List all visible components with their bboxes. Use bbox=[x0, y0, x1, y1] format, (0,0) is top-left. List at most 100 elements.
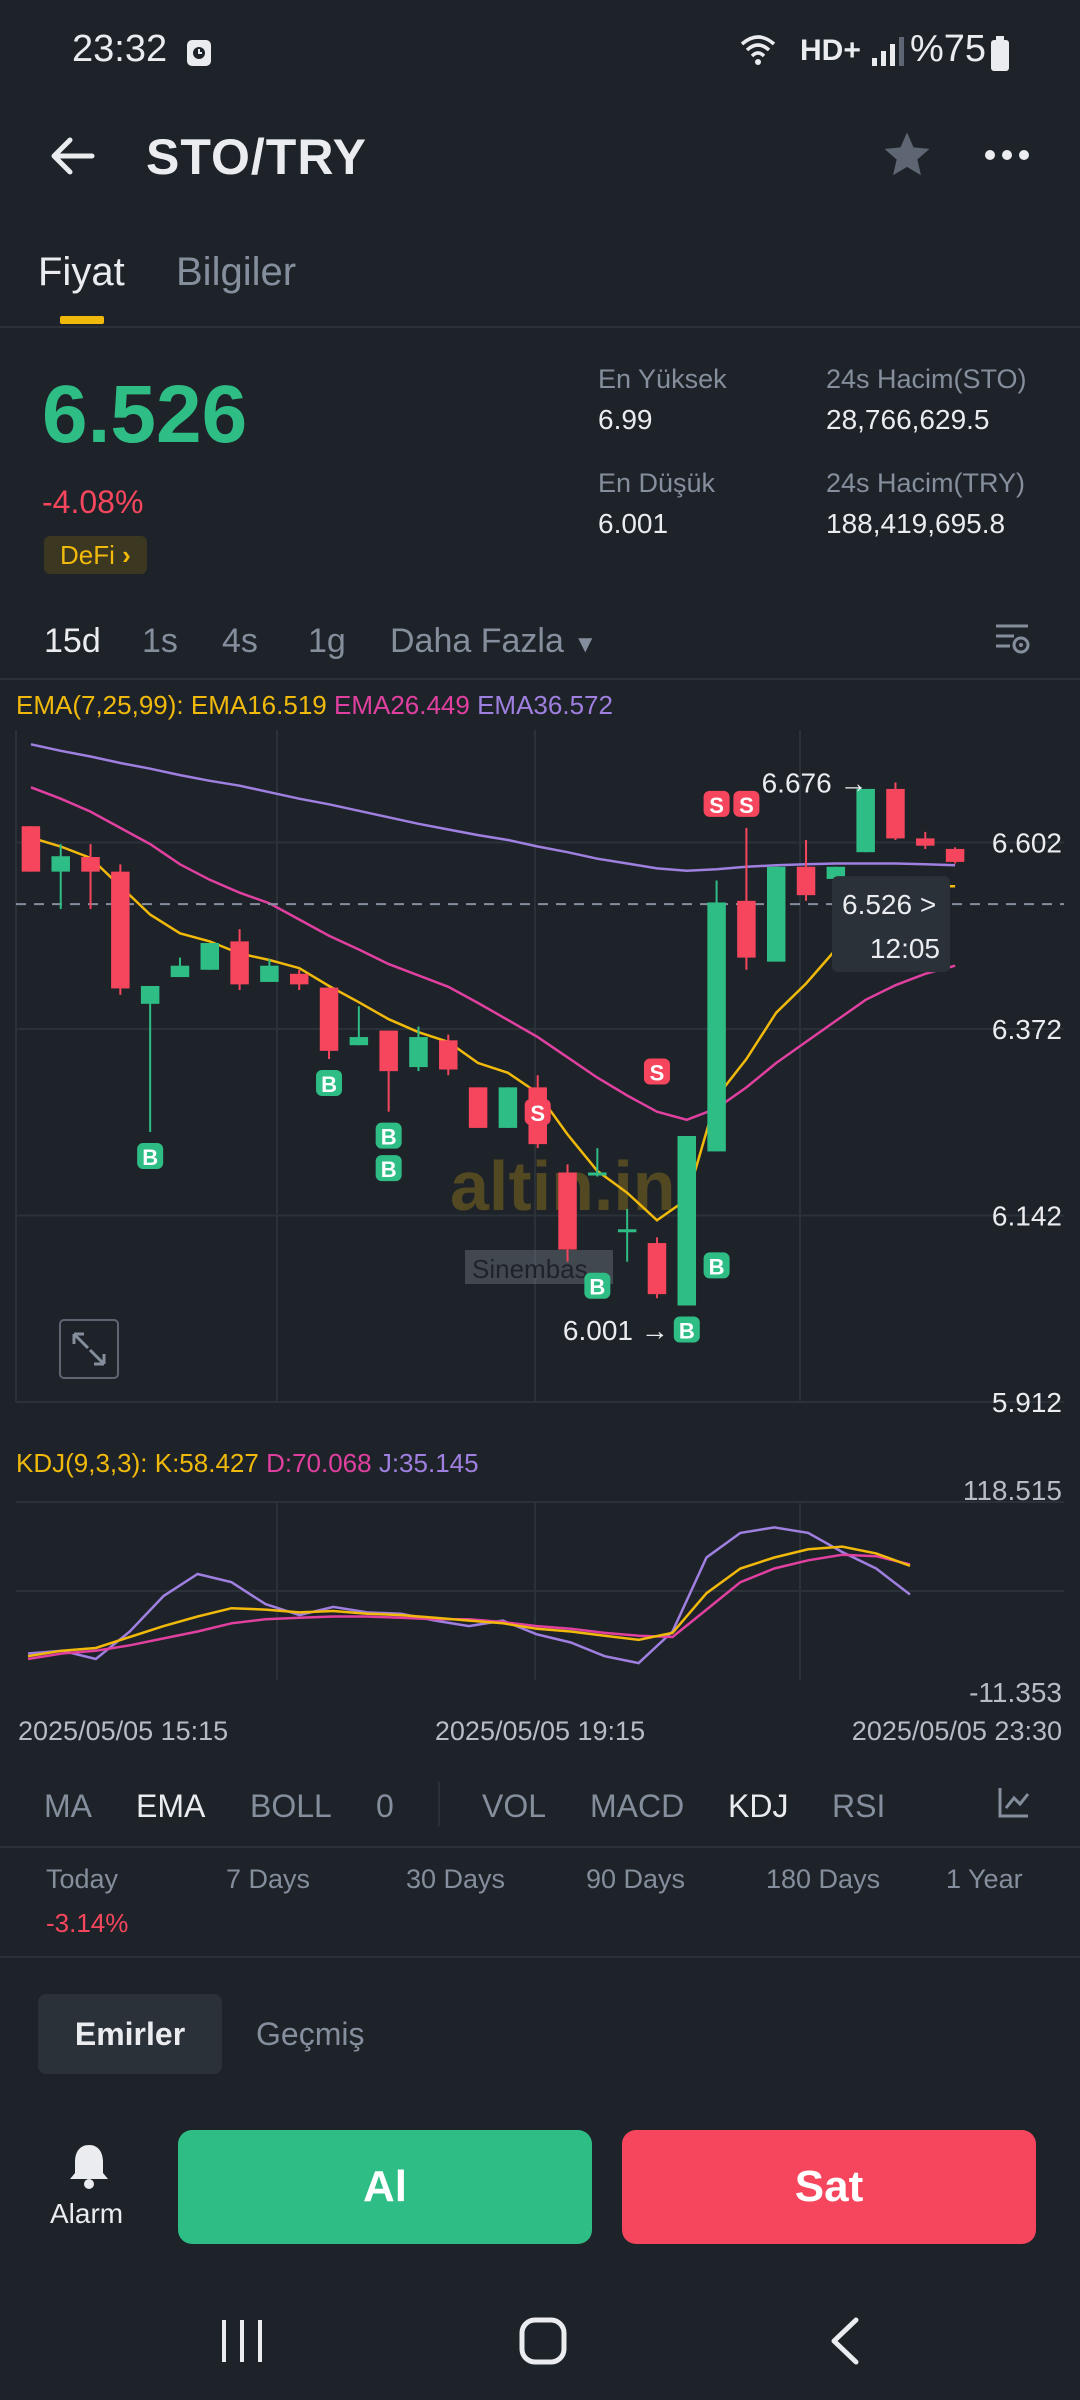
wifi-icon bbox=[740, 35, 776, 65]
candle bbox=[647, 1243, 667, 1295]
trade-marker bbox=[375, 1122, 402, 1149]
indicator-zero[interactable]: 0 bbox=[376, 1788, 394, 1824]
x-tick-label: 2025/05/05 19:15 bbox=[435, 1716, 645, 1746]
indicator-boll[interactable]: BOLL bbox=[250, 1788, 332, 1824]
trade-marker bbox=[673, 1316, 700, 1343]
volume-base-value: 28,766,629.5 bbox=[826, 404, 990, 435]
indicator-settings-icon[interactable] bbox=[996, 1784, 1032, 1820]
candle bbox=[677, 1136, 697, 1306]
indicator-macd[interactable]: MACD bbox=[590, 1788, 685, 1824]
tab-orders[interactable]: Emirler bbox=[38, 1994, 222, 2074]
y-tick-label: 6.372 bbox=[992, 1014, 1062, 1045]
indicator-kdj[interactable]: KDJ bbox=[728, 1788, 789, 1824]
price-chart[interactable]: altin.inSinembasBBBBSBSBBSS6.6026.3726.1… bbox=[0, 690, 1080, 1750]
candle bbox=[916, 838, 935, 846]
candle bbox=[409, 1037, 428, 1068]
range-180d[interactable]: 180 Days bbox=[766, 1864, 881, 1894]
divider bbox=[0, 1956, 1080, 1958]
kdj-j-line bbox=[27, 1526, 911, 1665]
back-nav-icon[interactable] bbox=[826, 2316, 862, 2366]
battery-percent: %75 bbox=[910, 28, 987, 70]
trade-marker bbox=[733, 790, 760, 817]
kdj-d-value: D:70.068 bbox=[266, 1448, 372, 1478]
candle bbox=[439, 1040, 458, 1070]
interval-15m[interactable]: 15d bbox=[44, 622, 101, 660]
expand-icon[interactable] bbox=[59, 1319, 119, 1379]
range-7d[interactable]: 7 Days bbox=[226, 1864, 311, 1894]
divider bbox=[0, 326, 1080, 328]
home-icon[interactable] bbox=[518, 2316, 568, 2366]
candle bbox=[886, 788, 905, 839]
price-change-percent: -4.08% bbox=[42, 484, 144, 520]
range-90d[interactable]: 90 Days bbox=[586, 1864, 686, 1894]
candle bbox=[766, 866, 786, 962]
bell-icon[interactable] bbox=[64, 2140, 114, 2190]
tab-price[interactable]: Fiyat bbox=[38, 250, 125, 294]
category-tag-label: DeFi bbox=[60, 540, 115, 570]
indicator-rsi[interactable]: RSI bbox=[832, 1788, 886, 1824]
watermark-author: Sinembas bbox=[472, 1254, 588, 1284]
range-today[interactable]: Today bbox=[46, 1864, 119, 1894]
sell-button[interactable]: Sat bbox=[622, 2130, 1036, 2244]
indicator-ma[interactable]: MA bbox=[44, 1788, 92, 1824]
buy-button[interactable]: Al bbox=[178, 2130, 592, 2244]
interval-4h[interactable]: 4s bbox=[222, 622, 258, 660]
range-1y[interactable]: 1 Year bbox=[946, 1864, 1023, 1894]
candle bbox=[81, 857, 100, 872]
interval-1d[interactable]: 1g bbox=[308, 622, 346, 660]
candle bbox=[21, 826, 41, 872]
candle bbox=[796, 866, 816, 896]
kdj-legend: KDJ(9,3,3): K:58.427 D:70.068 J:35.145 bbox=[16, 1448, 479, 1479]
y-tick-label: 6.602 bbox=[992, 827, 1062, 858]
back-arrow-icon[interactable] bbox=[46, 128, 102, 184]
candle-countdown: 12:05 bbox=[870, 933, 940, 964]
trade-marker-label: S bbox=[709, 793, 724, 818]
ema99-line bbox=[30, 743, 956, 873]
candle bbox=[140, 985, 160, 1004]
high-value: 6.99 bbox=[598, 404, 653, 435]
candle bbox=[170, 965, 190, 978]
tab-info[interactable]: Bilgiler bbox=[176, 250, 297, 294]
alarm-label[interactable]: Alarm bbox=[50, 2198, 124, 2229]
pair-title: STO/TRY bbox=[146, 129, 367, 185]
interval-1h[interactable]: 1s bbox=[142, 622, 178, 660]
volume-quote-value: 188,419,695.8 bbox=[826, 508, 1006, 539]
ema7-value: EMA16.519 bbox=[190, 690, 327, 720]
candle bbox=[51, 856, 70, 872]
trade-marker-label: B bbox=[589, 1275, 605, 1300]
trade-marker bbox=[703, 790, 730, 817]
trade-marker bbox=[375, 1155, 402, 1182]
recent-apps-icon[interactable] bbox=[218, 2318, 266, 2364]
candle bbox=[111, 871, 130, 989]
caret-down-icon: ▼ bbox=[573, 631, 598, 658]
ema-legend-label: EMA(7,25,99): bbox=[16, 690, 184, 720]
candle bbox=[289, 973, 309, 985]
indicator-vol[interactable]: VOL bbox=[482, 1788, 547, 1824]
divider bbox=[0, 678, 1080, 680]
kdj-tick-label: 118.515 bbox=[963, 1475, 1062, 1506]
range-30d[interactable]: 30 Days bbox=[406, 1864, 506, 1894]
chart-settings-icon[interactable] bbox=[992, 618, 1032, 658]
kdj-tick-label: -11.353 bbox=[969, 1677, 1062, 1708]
candle bbox=[468, 1087, 488, 1128]
divider bbox=[0, 1846, 1080, 1848]
trade-marker bbox=[524, 1099, 551, 1126]
divider bbox=[438, 1782, 440, 1826]
x-tick-label: 2025/05/05 23:30 bbox=[852, 1716, 1062, 1746]
interval-more-dropdown[interactable]: Daha Fazla ▼ bbox=[390, 622, 597, 661]
tab-history[interactable]: Geçmiş bbox=[256, 2016, 365, 2052]
candle bbox=[260, 965, 279, 982]
category-tag[interactable]: DeFi › bbox=[44, 536, 147, 574]
favorite-star-icon[interactable] bbox=[880, 128, 934, 182]
ema25-value: EMA26.449 bbox=[333, 690, 470, 720]
kdj-j-value: J:35.145 bbox=[378, 1448, 479, 1478]
ema7-line bbox=[30, 836, 956, 1222]
y-tick-label: 5.912 bbox=[992, 1387, 1062, 1418]
high-label: En Yüksek bbox=[598, 364, 727, 394]
min-price-annotation: 6.001 → bbox=[563, 1315, 669, 1346]
candle bbox=[588, 1172, 607, 1176]
more-options-icon[interactable] bbox=[982, 140, 1032, 170]
candle bbox=[379, 1030, 398, 1072]
indicator-ema[interactable]: EMA bbox=[136, 1788, 206, 1824]
low-label: En Düşük bbox=[598, 468, 716, 498]
